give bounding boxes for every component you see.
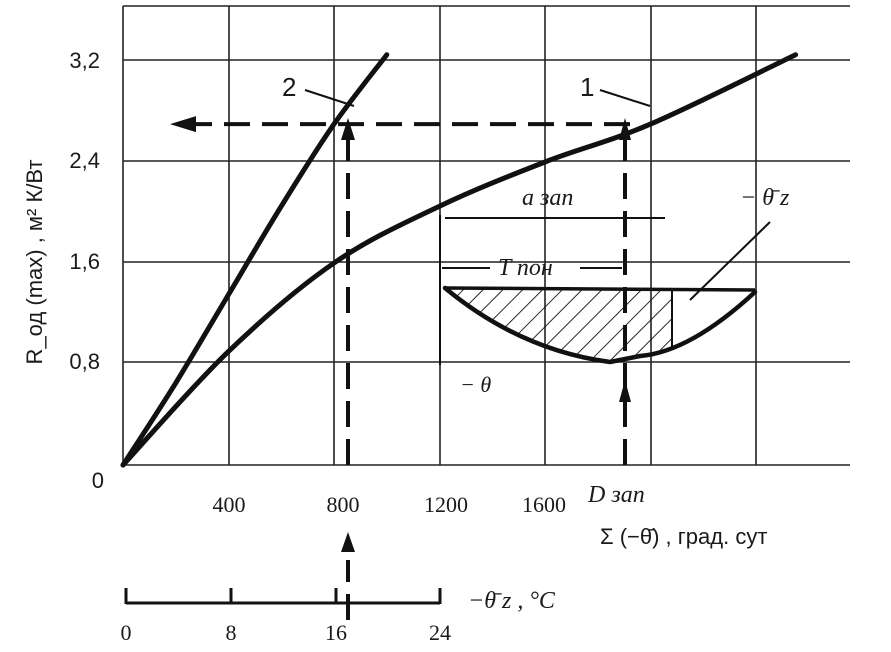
- reference-arrow: [170, 116, 196, 133]
- secondary-tick-label: 8: [226, 620, 237, 645]
- temperature-profile-curve: [442, 285, 758, 365]
- x-tick-label: 1600: [522, 492, 566, 517]
- minus-theta-label: − θ: [460, 372, 491, 397]
- series-label: 1: [580, 72, 594, 102]
- series-line: [120, 52, 390, 468]
- d-zap-label: D зап: [587, 482, 645, 508]
- y-tick-label: 2,4: [69, 148, 100, 173]
- theta-z-label: − θ̄ z: [740, 185, 790, 211]
- secondary-tick-label: 0: [121, 620, 132, 645]
- grid: [122, 5, 850, 466]
- series-line: [120, 52, 799, 468]
- series-label-leader: [304, 89, 355, 107]
- up-arrow: [341, 532, 355, 552]
- x-axis-label: Σ (−θ̄) , град. сут: [600, 524, 767, 549]
- y-tick-label: 0,8: [69, 349, 100, 374]
- up-arrow: [619, 118, 631, 140]
- up-arrow: [619, 380, 631, 402]
- t-pon-label: T пон: [498, 255, 553, 281]
- y-tick-labels: 3,2 2,4 1,6 0,8 0: [69, 48, 104, 493]
- hatched-area: [445, 288, 672, 362]
- secondary-axis: [124, 588, 442, 605]
- secondary-tick-label: 24: [429, 620, 451, 645]
- x-tick-label: 800: [327, 492, 360, 517]
- profile-top-line: [444, 286, 756, 292]
- x-tick-label: 400: [213, 492, 246, 517]
- theta-z-leader: [689, 221, 771, 301]
- x-tick-label: 1200: [424, 492, 468, 517]
- secondary-axis-label: −θ̄ z , °C: [468, 588, 556, 614]
- x-tick-labels: 400 800 1200 1600: [213, 492, 567, 517]
- y-tick-label: 1,6: [69, 249, 100, 274]
- up-arrow: [341, 118, 355, 140]
- secondary-tick-label: 16: [325, 620, 347, 645]
- y-tick-label: 3,2: [69, 48, 100, 73]
- series-label: 2: [282, 72, 296, 102]
- a-zap-label: а зап: [522, 185, 573, 211]
- y-tick-label: 0: [92, 468, 104, 493]
- y-axis-label: R_од (max) , м² К/Вт: [22, 160, 47, 365]
- series-label-leader: [599, 89, 651, 107]
